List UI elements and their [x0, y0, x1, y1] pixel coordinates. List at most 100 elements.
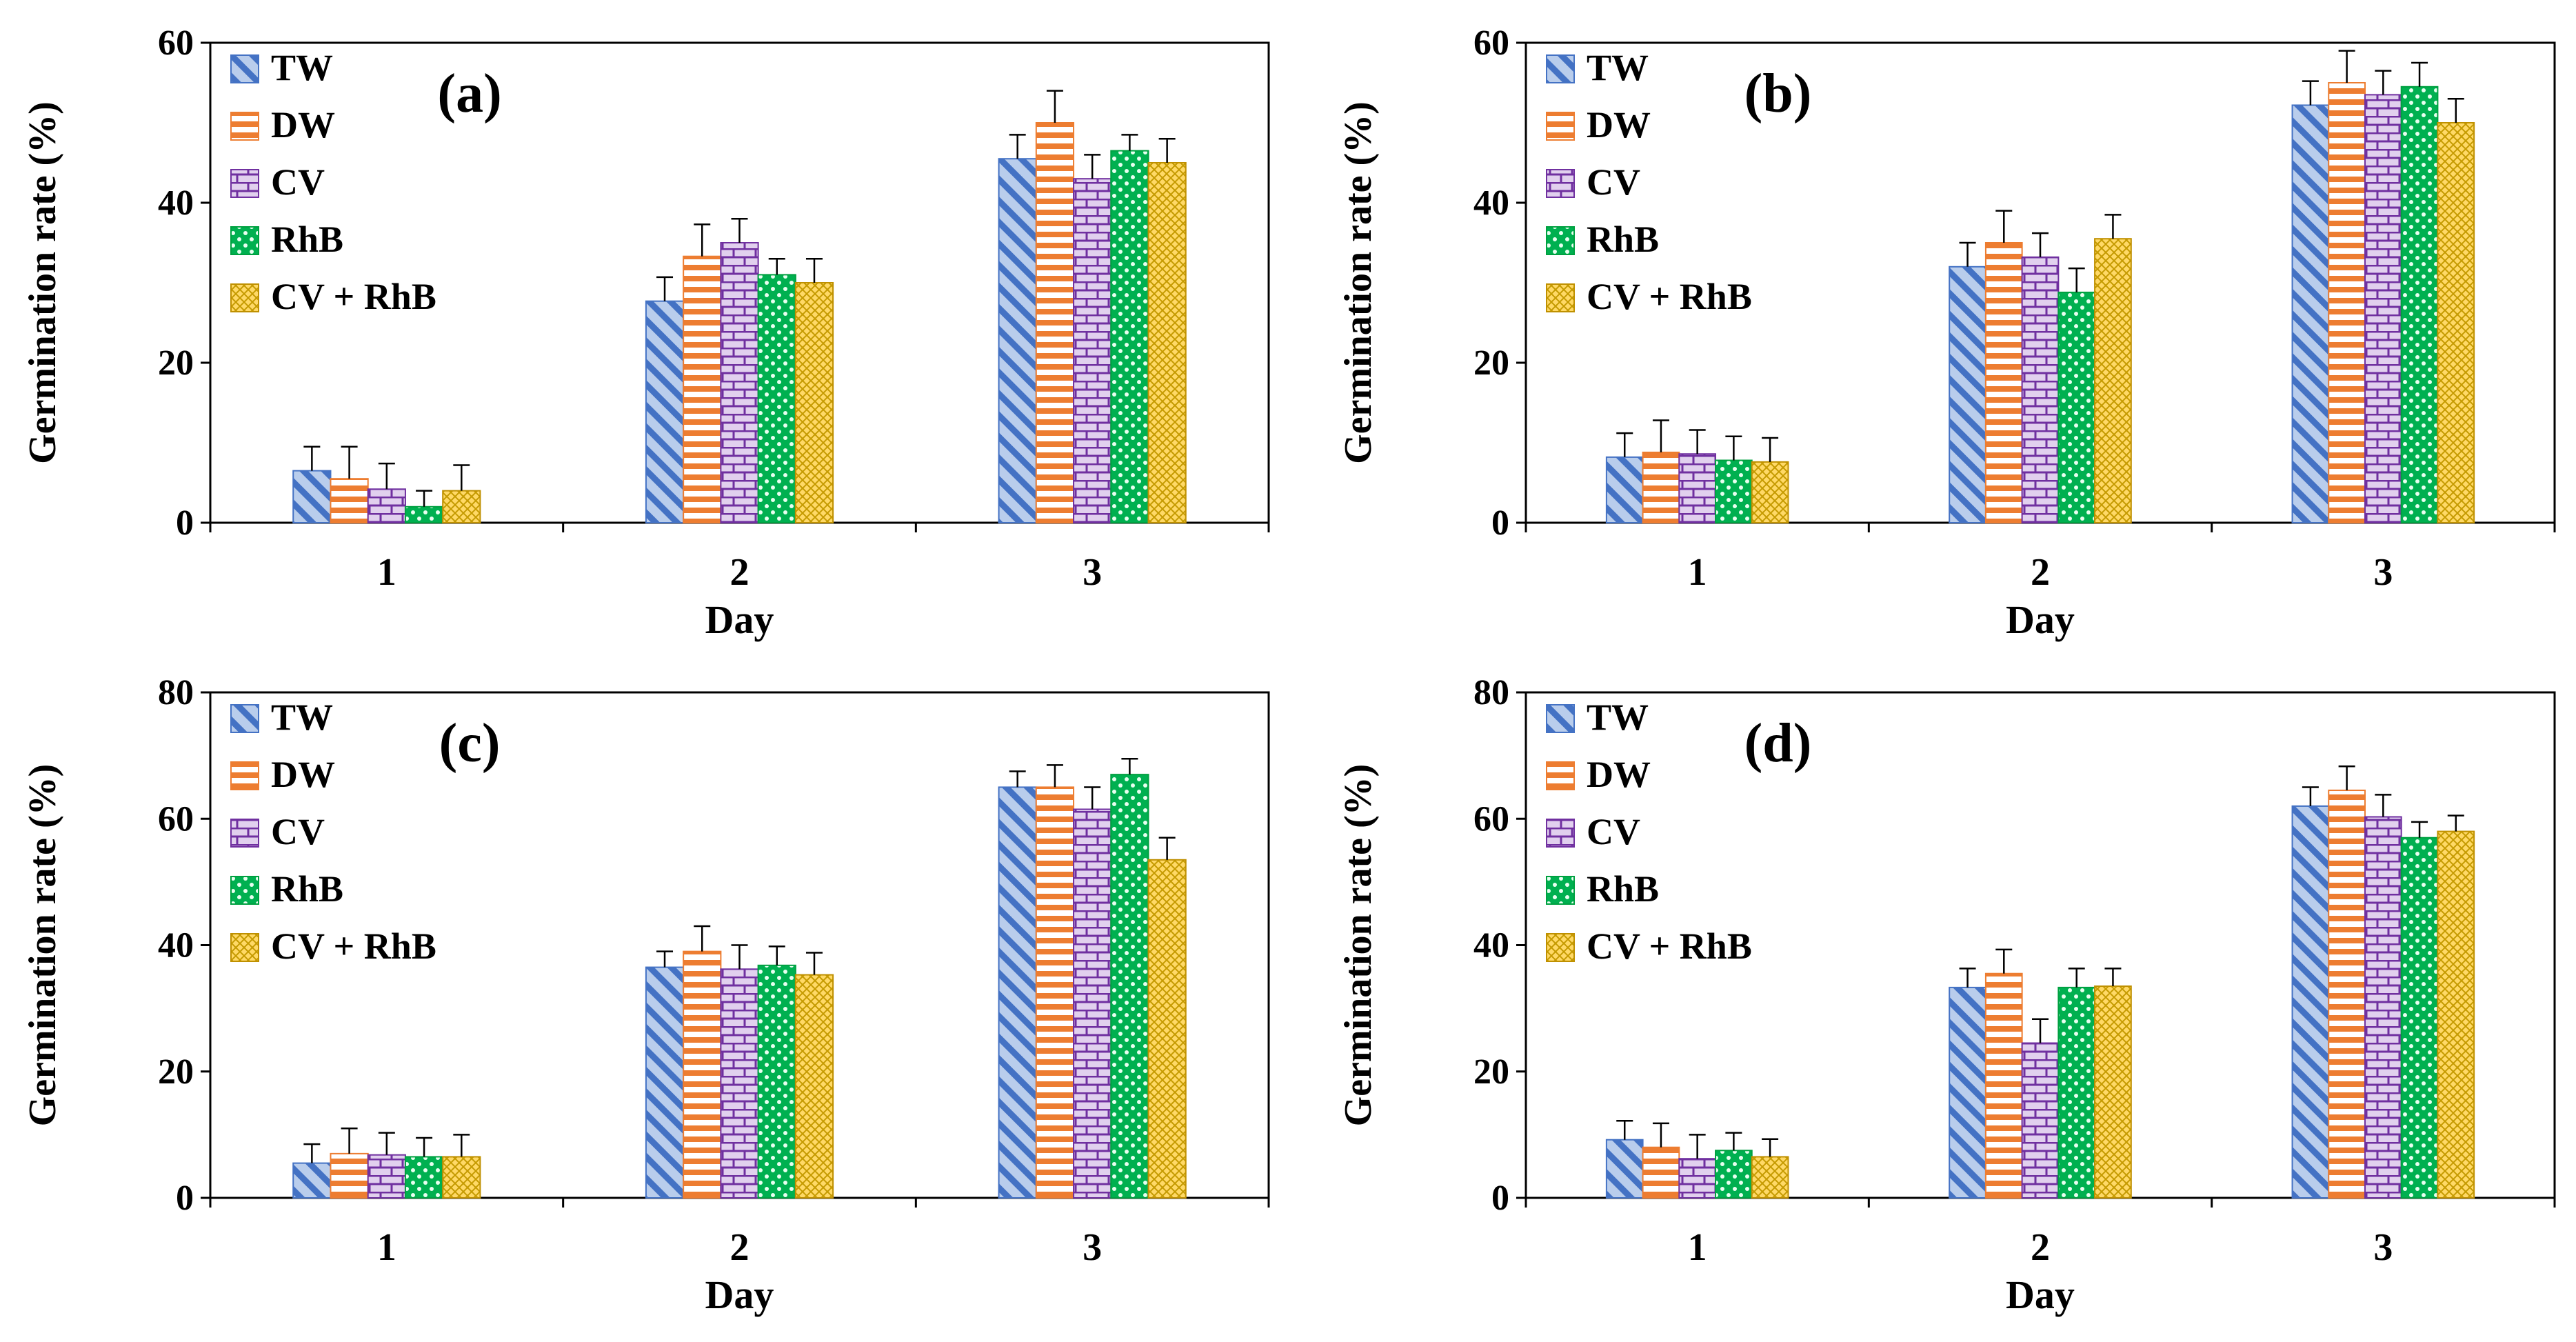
bar-tw-day1 [292, 1162, 332, 1199]
x-axis-title: Day [2006, 1272, 2075, 1317]
x-axis-title: Day [705, 1272, 774, 1317]
legend-swatch-cv-rhb [1546, 933, 1575, 962]
y-tick-label: 80 [158, 673, 194, 712]
x-tick-label: 3 [1083, 551, 1102, 594]
bar-tw-day3 [2291, 104, 2330, 524]
bar-dw-day3 [2328, 82, 2366, 523]
bar-dw-day2 [1984, 242, 2023, 523]
bar-dw-day1 [330, 1152, 369, 1199]
bar-dw-day1 [330, 478, 369, 524]
legend-label: DW [1587, 754, 1651, 795]
legend-label: CV [1587, 161, 1640, 203]
legend-swatch-cv-rhb [230, 933, 259, 962]
panel-label: (d) [1744, 713, 1812, 774]
bar-cv-day2 [2021, 1042, 2060, 1199]
legend-swatch-rhb [1546, 226, 1575, 255]
bar-cv-rhb-day3 [1147, 162, 1187, 523]
panel-label: (b) [1744, 63, 1812, 124]
y-tick-label: 40 [158, 926, 194, 965]
legend-swatch-dw [1546, 112, 1575, 141]
y-axis-title: Germination rate (%) [1337, 101, 1380, 464]
bar-rhb-day3 [1110, 150, 1149, 524]
bar-dw-day1 [1642, 451, 1680, 523]
legend-swatch-cv [1546, 169, 1575, 198]
bar-rhb-day1 [1715, 459, 1753, 524]
legend-label: CV + RhB [271, 925, 436, 967]
bar-cv-day1 [367, 1154, 406, 1199]
bar-cv-rhb-day1 [1751, 461, 1789, 524]
legend-swatch-rhb [1546, 876, 1575, 905]
legend-label: RhB [1587, 868, 1659, 910]
bar-cv-rhb-day2 [2094, 985, 2132, 1199]
bar-cv-rhb-day1 [442, 490, 481, 523]
y-tick-label: 20 [158, 343, 194, 383]
y-tick-label: 0 [1491, 503, 1509, 543]
bar-tw-day3 [998, 786, 1037, 1199]
bar-tw-day3 [998, 158, 1037, 523]
x-tick-label: 1 [1688, 551, 1707, 594]
bar-cv-rhb-day3 [2437, 830, 2475, 1199]
bar-cv-day3 [1073, 178, 1112, 523]
x-tick-label: 3 [1083, 1226, 1102, 1269]
bar-cv-day2 [720, 242, 759, 523]
bar-dw-day3 [1035, 122, 1075, 523]
bar-cv-day3 [2364, 94, 2402, 523]
bar-dw-day2 [683, 255, 722, 523]
legend-label: RhB [1587, 219, 1659, 260]
bar-dw-day1 [1642, 1146, 1680, 1199]
bar-cv-rhb-day1 [442, 1156, 481, 1199]
bar-cv-day1 [367, 488, 406, 524]
x-tick-label: 3 [2373, 551, 2393, 594]
panel-b: 0 20 40 60 1 2 3 Day Germination rate (%) (b) TW DW… [1337, 23, 2556, 642]
x-tick-label: 2 [730, 1226, 749, 1269]
bar-cv-day1 [1678, 453, 1717, 523]
legend-swatch-cv [230, 169, 259, 198]
legend-label: CV [271, 811, 325, 852]
y-axis-title: Germination rate (%) [21, 101, 64, 464]
panel-label: (a) [437, 63, 501, 124]
bar-dw-day3 [1035, 786, 1075, 1199]
legend-label: DW [1587, 104, 1651, 146]
bar-tw-day2 [645, 966, 685, 1199]
bar-cv-rhb-day2 [2094, 238, 2132, 523]
bar-rhb-day2 [2057, 986, 2096, 1199]
y-axis-title: Germination rate (%) [1337, 764, 1380, 1127]
bar-cv-rhb-day2 [794, 282, 834, 523]
y-tick-label: 40 [1473, 183, 1509, 223]
x-tick-label: 1 [377, 1226, 396, 1269]
bar-rhb-day2 [2057, 291, 2096, 523]
bar-tw-day2 [645, 300, 685, 523]
legend-label: RhB [271, 219, 343, 260]
legend-swatch-rhb [230, 876, 259, 905]
legend: TW DW CV RhB CV + RhB [1546, 47, 1752, 317]
legend-swatch-dw [230, 112, 259, 141]
legend-swatch-tw [1546, 54, 1575, 83]
legend-swatch-dw [230, 761, 259, 790]
y-tick-label: 0 [176, 1179, 194, 1218]
bar-cv-day1 [1678, 1158, 1717, 1199]
legend: TW DW CV RhB CV + RhB [230, 697, 436, 967]
bar-rhb-day3 [2400, 86, 2439, 524]
bar-rhb-day3 [1110, 774, 1149, 1199]
legend-swatch-cv-rhb [230, 283, 259, 312]
bar-cv-rhb-day3 [1147, 859, 1187, 1199]
legend-swatch-tw [1546, 704, 1575, 733]
x-tick-label: 2 [2031, 551, 2050, 594]
legend-label: TW [271, 47, 333, 88]
x-tick-label: 2 [730, 551, 749, 594]
legend-label: CV + RhB [1587, 276, 1752, 317]
bar-tw-day2 [1949, 986, 1986, 1199]
legend-swatch-cv-rhb [1546, 283, 1575, 312]
bar-cv-rhb-day1 [1751, 1156, 1789, 1199]
y-tick-label: 20 [1473, 1052, 1509, 1092]
x-axis-title: Day [2006, 597, 2075, 642]
legend-label: DW [271, 754, 335, 795]
bar-rhb-day1 [404, 1156, 444, 1199]
bar-rhb-day2 [757, 964, 796, 1199]
bar-dw-day2 [1984, 972, 2023, 1199]
bar-cv-day2 [2021, 256, 2060, 523]
bar-tw-day1 [1605, 1139, 1644, 1199]
y-tick-label: 20 [158, 1052, 194, 1092]
